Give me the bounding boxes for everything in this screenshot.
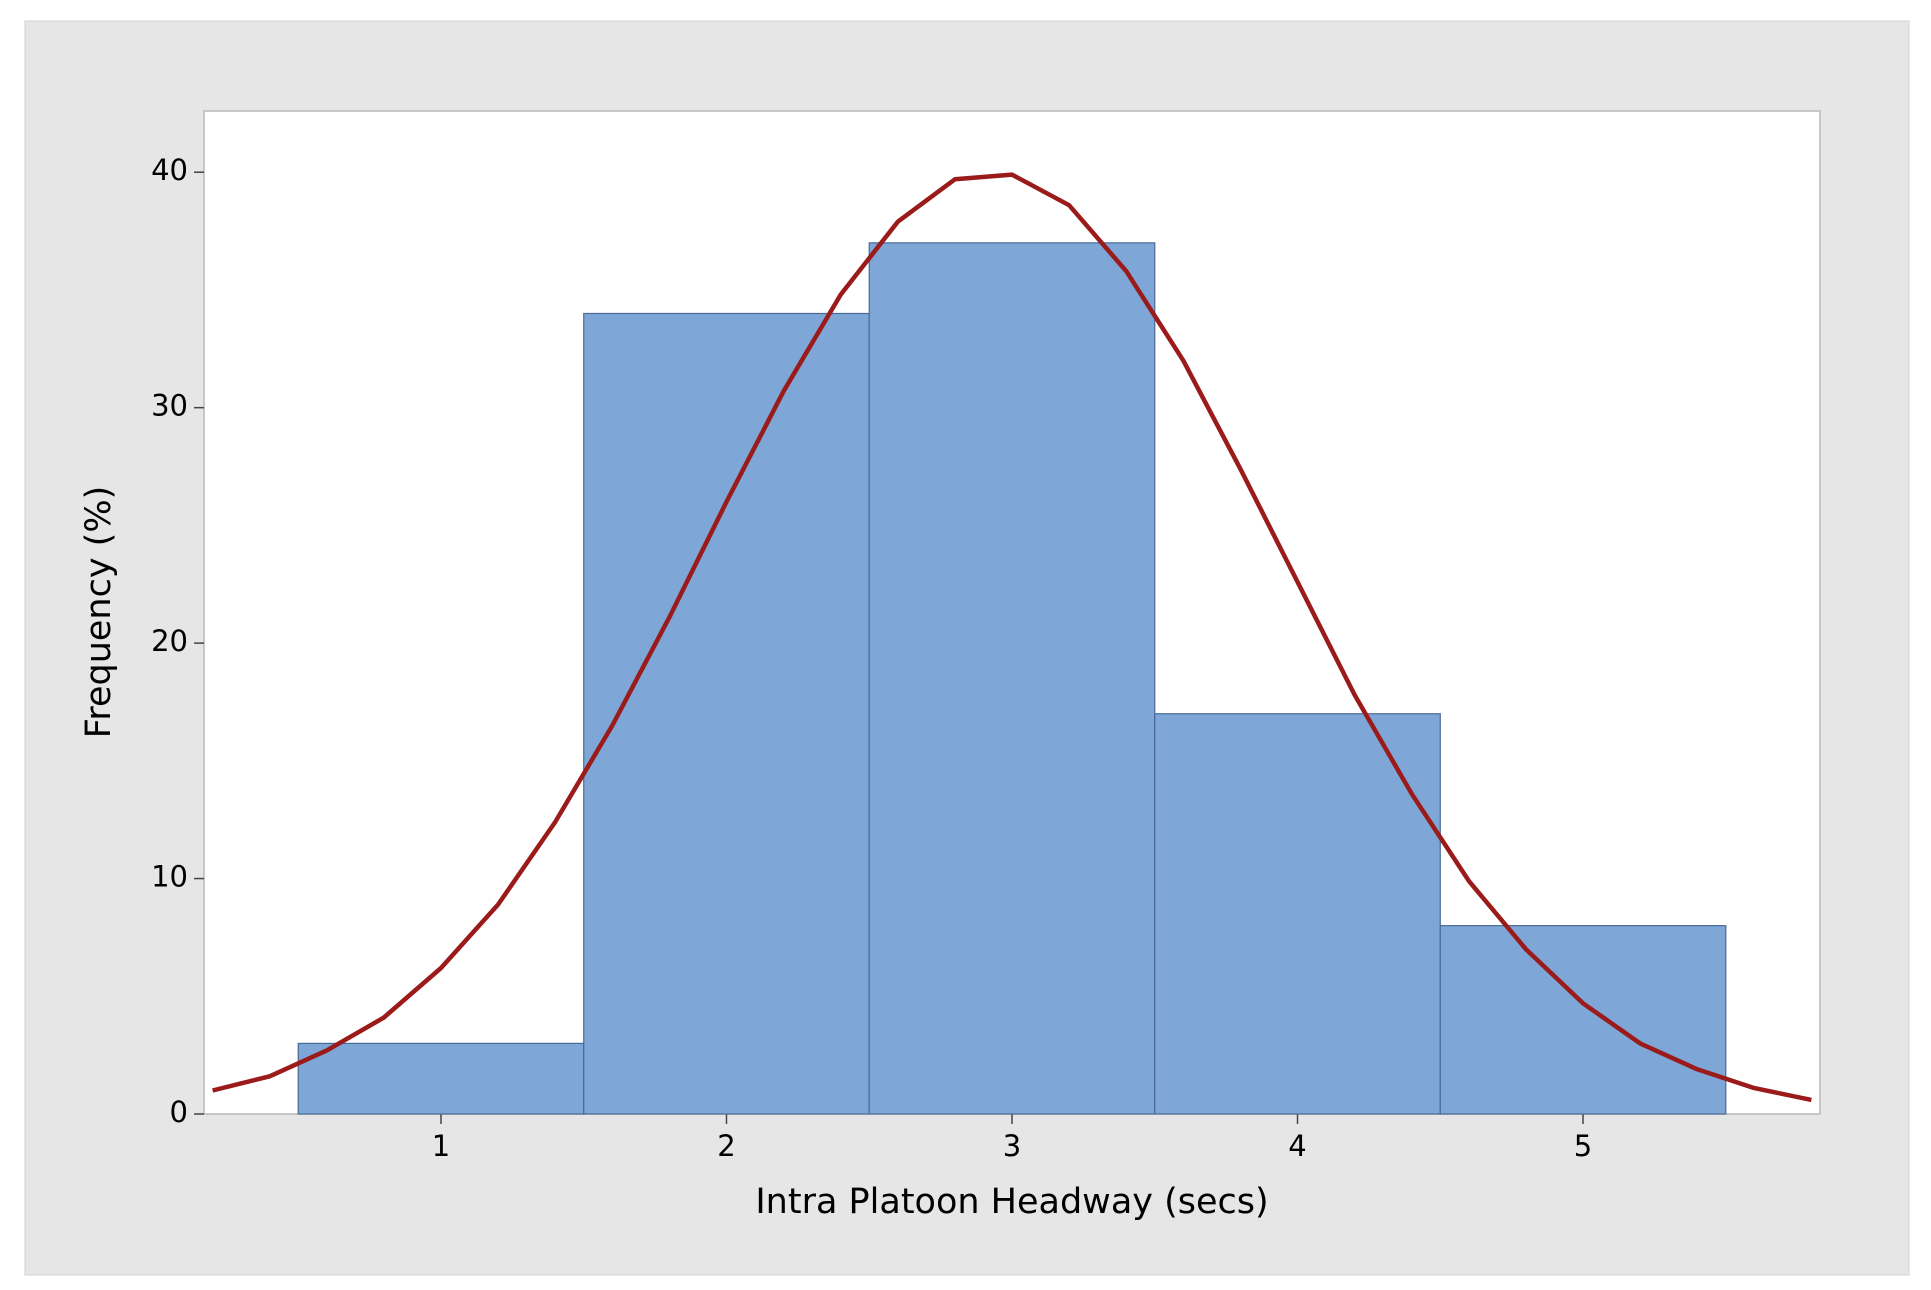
y-tick-label: 0 bbox=[170, 1095, 188, 1129]
fit-curve bbox=[212, 172, 1812, 1103]
bar bbox=[868, 242, 1156, 1115]
x-tick-label: 4 bbox=[1288, 1129, 1306, 1163]
bar bbox=[583, 312, 870, 1115]
bar bbox=[1439, 925, 1727, 1115]
x-tick-label: 5 bbox=[1574, 1129, 1592, 1163]
bar bbox=[297, 1042, 585, 1115]
y-tick-label: 20 bbox=[151, 624, 188, 658]
y-tick-label: 10 bbox=[151, 860, 188, 894]
bar bbox=[1154, 713, 1441, 1115]
y-tick-label: 30 bbox=[151, 389, 188, 423]
y-axis-title: Frequency (%) bbox=[79, 486, 119, 739]
y-tick-label: 40 bbox=[151, 153, 188, 187]
x-axis-title: Intra Platoon Headway (secs) bbox=[755, 1182, 1268, 1222]
x-tick-label: 2 bbox=[717, 1129, 735, 1163]
x-tick-label: 3 bbox=[1003, 1129, 1021, 1163]
x-tick-label: 1 bbox=[432, 1129, 450, 1163]
